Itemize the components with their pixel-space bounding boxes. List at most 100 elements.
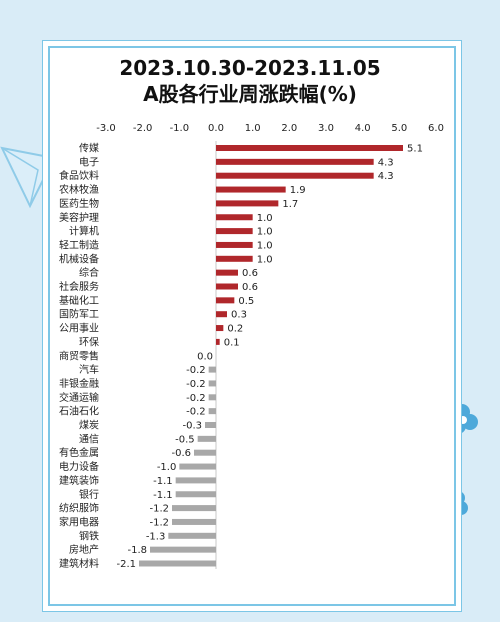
category-label: 国防军工 — [59, 308, 99, 321]
bar — [168, 532, 216, 539]
category-label: 家用电器 — [59, 515, 99, 528]
value-label: 4.3 — [378, 157, 394, 168]
value-label: 1.9 — [290, 185, 306, 196]
bar — [216, 214, 253, 221]
chart-title-line1: 2023.10.30-2023.11.05 — [119, 56, 381, 80]
bar — [216, 158, 374, 165]
category-label: 轻工制造 — [59, 238, 99, 251]
x-tick-label: 4.0 — [355, 123, 371, 134]
category-label: 建筑装饰 — [59, 474, 99, 487]
x-tick-label: -3.0 — [96, 123, 116, 134]
value-label: 5.1 — [407, 144, 423, 155]
bar — [150, 546, 216, 553]
category-label: 社会服务 — [59, 280, 99, 293]
category-label: 煤炭 — [79, 419, 99, 432]
bar — [194, 449, 216, 456]
bar — [216, 311, 227, 318]
bar — [179, 463, 216, 470]
bar — [216, 145, 403, 151]
x-tick-label: 0.0 — [208, 123, 224, 134]
category-label: 综合 — [79, 266, 99, 279]
category-label: 交通运输 — [59, 391, 99, 404]
bar — [216, 325, 224, 332]
category-label: 基础化工 — [59, 294, 99, 307]
bar — [216, 200, 279, 207]
value-label: 0.6 — [242, 268, 258, 279]
value-label: -1.3 — [146, 531, 166, 542]
x-tick-label: 3.0 — [318, 123, 334, 134]
bar — [216, 241, 253, 248]
category-label: 纺织服饰 — [59, 502, 99, 515]
value-label: 0.6 — [242, 282, 258, 293]
category-label: 医药生物 — [59, 197, 99, 210]
category-label: 通信 — [79, 433, 99, 445]
x-tick-label: 1.0 — [245, 123, 261, 134]
value-label: -0.2 — [186, 365, 206, 376]
x-tick-label: -2.0 — [133, 123, 153, 134]
value-label: -1.0 — [157, 462, 177, 473]
category-label: 有色金属 — [59, 446, 99, 459]
value-label: -0.2 — [186, 379, 206, 390]
bar — [197, 435, 216, 442]
bar — [216, 297, 235, 304]
category-label: 非银金融 — [59, 377, 99, 390]
value-label: -1.2 — [149, 504, 169, 515]
value-label: 1.0 — [257, 254, 273, 265]
value-label: -0.6 — [171, 448, 191, 459]
category-label: 电子 — [79, 155, 99, 168]
value-label: -0.2 — [186, 393, 206, 404]
category-label: 电力设备 — [59, 460, 99, 473]
category-label: 建筑材料 — [59, 557, 99, 570]
category-label: 汽车 — [79, 363, 99, 376]
bar — [216, 269, 238, 276]
value-label: -1.8 — [127, 545, 147, 556]
bar — [208, 380, 216, 387]
bar — [216, 186, 286, 193]
chart-card — [42, 40, 462, 612]
value-label: -1.2 — [149, 517, 169, 528]
bar — [208, 366, 216, 373]
value-label: 1.0 — [257, 227, 273, 238]
x-tick-label: -1.0 — [170, 123, 190, 134]
bar — [175, 477, 216, 484]
value-label: 4.3 — [378, 171, 394, 182]
chart-card-border — [48, 46, 456, 606]
bar — [216, 172, 374, 179]
value-label: -1.1 — [153, 476, 173, 487]
value-label: 0.5 — [238, 296, 254, 307]
value-label: 1.0 — [257, 213, 273, 224]
category-label: 公用事业 — [59, 322, 99, 335]
bar — [205, 422, 216, 428]
value-label: -2.1 — [116, 559, 136, 570]
category-label: 计算机 — [69, 225, 99, 238]
value-label: 0.1 — [224, 337, 240, 348]
category-label: 环保 — [79, 335, 99, 348]
category-label: 机械设备 — [59, 252, 99, 265]
value-label: -0.2 — [186, 407, 206, 418]
bar — [216, 228, 253, 235]
category-label: 商贸零售 — [59, 349, 99, 362]
category-label: 农林牧渔 — [59, 183, 99, 196]
bar — [208, 394, 216, 401]
value-label: 0.0 — [197, 351, 213, 362]
category-label: 传媒 — [79, 143, 99, 155]
category-label: 银行 — [79, 488, 99, 501]
bar — [139, 560, 216, 567]
x-tick-label: 2.0 — [281, 123, 297, 134]
bar — [216, 338, 220, 345]
value-label: 0.3 — [231, 310, 247, 321]
value-label: -1.1 — [153, 490, 173, 501]
bar — [208, 408, 216, 415]
category-label: 美容护理 — [59, 211, 99, 224]
chart-title-line2: A股各行业周涨跌幅(%) — [143, 82, 357, 106]
value-label: -0.3 — [182, 421, 202, 432]
category-label: 石油石化 — [59, 405, 99, 418]
value-label: 1.0 — [257, 240, 273, 251]
bar — [172, 518, 216, 525]
bar — [216, 255, 253, 262]
category-label: 房地产 — [69, 543, 99, 556]
x-tick-label: 6.0 — [428, 123, 444, 134]
x-tick-label: 5.0 — [391, 123, 407, 134]
value-label: 0.2 — [227, 324, 243, 335]
